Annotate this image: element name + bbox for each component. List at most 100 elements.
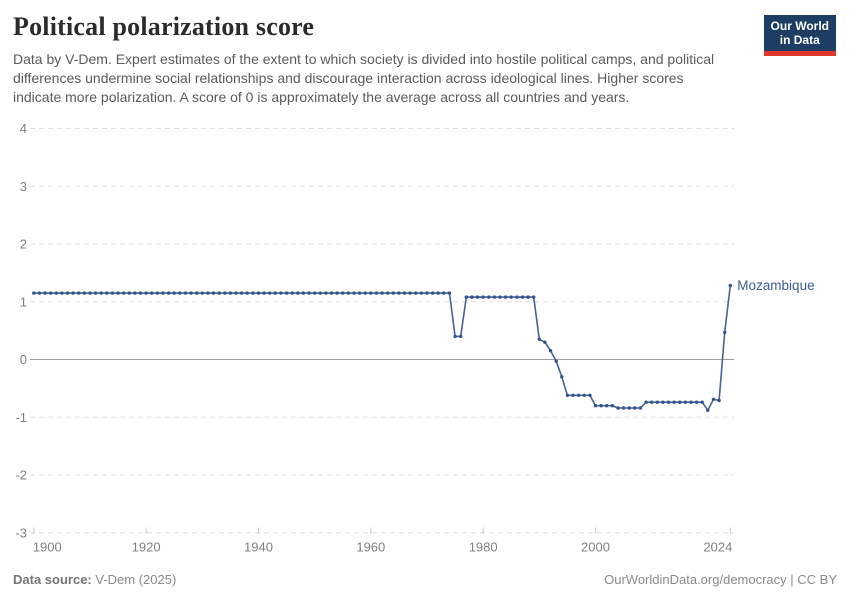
data-point: [105, 291, 109, 295]
x-axis-label: 1940: [244, 540, 273, 555]
data-point: [453, 334, 457, 339]
data-point: [717, 398, 721, 403]
data-point: [60, 291, 64, 295]
data-point: [99, 291, 103, 295]
data-point: [436, 291, 440, 295]
data-point: [616, 406, 620, 410]
data-point: [32, 291, 36, 295]
data-point: [43, 291, 47, 295]
data-point: [492, 295, 497, 299]
data-point: [487, 295, 491, 299]
data-point: [273, 291, 277, 295]
chart-header: Political polarization score Data by V-D…: [13, 12, 773, 107]
data-point: [346, 291, 351, 295]
x-axis-label: 1960: [356, 540, 385, 555]
data-point: [689, 400, 693, 404]
x-axis-label: 2000: [581, 540, 610, 555]
y-axis-label: 3: [20, 179, 27, 194]
data-point: [498, 295, 502, 299]
data-point: [414, 291, 418, 295]
data-point: [520, 295, 525, 299]
data-point: [650, 400, 654, 404]
page-title: Political polarization score: [13, 12, 315, 41]
y-axis-label: -2: [15, 468, 27, 483]
data-point: [166, 291, 171, 295]
data-point: [110, 291, 115, 295]
data-point: [234, 291, 238, 295]
data-point: [391, 291, 395, 295]
data-point: [155, 291, 160, 295]
data-point: [554, 359, 558, 363]
data-point: [335, 291, 339, 295]
data-point: [593, 404, 598, 408]
data-point: [509, 295, 513, 299]
mozambique-line: [32, 284, 732, 412]
data-point: [189, 291, 193, 295]
data-point: [706, 408, 710, 412]
data-point: [329, 291, 334, 295]
data-point: [661, 400, 665, 404]
entity-label: Mozambique: [737, 278, 814, 293]
data-point: [313, 291, 317, 295]
data-point: [217, 291, 221, 295]
data-point: [683, 400, 688, 404]
data-point: [374, 291, 379, 295]
x-axis-label: 1900: [33, 540, 62, 555]
data-point: [200, 291, 204, 295]
data-point: [296, 291, 300, 295]
data-point: [116, 291, 120, 295]
data-point: [672, 400, 676, 404]
data-point: [245, 291, 249, 295]
data-point: [352, 291, 356, 295]
owid-logo-line2: in Data: [779, 32, 820, 47]
data-point: [54, 291, 58, 295]
data-point: [301, 291, 306, 295]
data-point: [88, 291, 92, 295]
data-point: [571, 393, 575, 397]
data-point: [150, 291, 154, 295]
data-point: [711, 397, 716, 401]
y-axis-label: -1: [15, 410, 27, 425]
data-point: [172, 291, 176, 295]
y-axis-label: 1: [20, 294, 27, 309]
data-point: [178, 291, 182, 295]
data-point: [543, 340, 547, 344]
data-point: [144, 291, 148, 295]
data-point: [666, 400, 671, 404]
data-point: [307, 291, 311, 295]
data-point: [82, 291, 87, 295]
data-point: [363, 291, 367, 295]
data-point: [694, 400, 699, 404]
y-axis-label: 0: [20, 352, 27, 367]
data-source-value: V-Dem (2025): [91, 572, 177, 587]
data-point: [37, 291, 42, 295]
data-point: [183, 291, 188, 295]
data-point: [341, 291, 345, 295]
x-axis-label: 1980: [469, 540, 498, 555]
data-point: [71, 291, 75, 295]
data-point: [728, 283, 732, 288]
data-point: [290, 291, 294, 295]
data-point: [621, 406, 626, 410]
data-point: [262, 291, 266, 295]
y-axis-label: 4: [20, 121, 27, 136]
data-point: [397, 291, 401, 295]
data-point: [560, 375, 564, 379]
data-point: [369, 291, 373, 295]
data-source: Data source: V-Dem (2025): [13, 572, 176, 587]
x-axis-label: 2024: [703, 540, 732, 555]
data-point: [627, 406, 631, 410]
data-point: [223, 291, 227, 295]
data-point: [206, 291, 210, 295]
y-axis-label: -3: [15, 525, 27, 540]
data-point: [532, 295, 536, 299]
data-point: [526, 295, 530, 299]
data-point: [77, 291, 81, 295]
data-source-label: Data source:: [13, 572, 92, 587]
credit-line: OurWorldinData.org/democracy | CC BY: [604, 572, 837, 587]
data-point: [475, 295, 480, 299]
chart-footer: Data source: V-Dem (2025) OurWorldinData…: [13, 572, 837, 587]
data-point: [503, 295, 508, 299]
data-point: [284, 291, 289, 295]
